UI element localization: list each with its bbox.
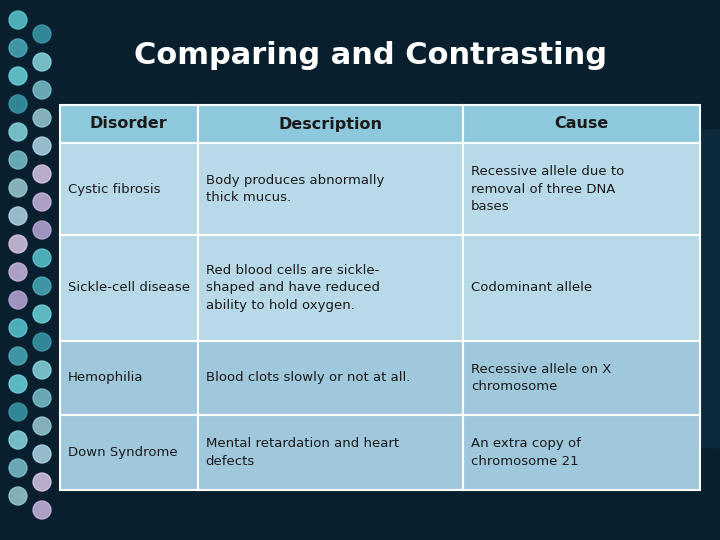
FancyBboxPatch shape	[463, 235, 700, 341]
Text: Recessive allele due to
removal of three DNA
bases: Recessive allele due to removal of three…	[471, 165, 624, 213]
FancyBboxPatch shape	[197, 341, 463, 415]
Circle shape	[9, 403, 27, 421]
FancyBboxPatch shape	[197, 105, 463, 143]
Text: Down Syndrome: Down Syndrome	[68, 446, 178, 459]
Text: Cystic fibrosis: Cystic fibrosis	[68, 183, 161, 195]
Text: Hemophilia: Hemophilia	[68, 372, 143, 384]
Circle shape	[33, 445, 51, 463]
Circle shape	[9, 487, 27, 505]
FancyBboxPatch shape	[463, 105, 700, 143]
FancyBboxPatch shape	[0, 490, 720, 540]
FancyBboxPatch shape	[463, 341, 700, 415]
Text: Description: Description	[279, 117, 382, 132]
Circle shape	[33, 501, 51, 519]
Circle shape	[9, 459, 27, 477]
Circle shape	[9, 319, 27, 337]
Text: An extra copy of
chromosome 21: An extra copy of chromosome 21	[471, 437, 581, 468]
Text: Body produces abnormally
thick mucus.: Body produces abnormally thick mucus.	[206, 174, 384, 204]
Text: Red blood cells are sickle-
shaped and have reduced
ability to hold oxygen.: Red blood cells are sickle- shaped and h…	[206, 264, 379, 312]
Text: Cause: Cause	[554, 117, 608, 132]
Text: Recessive allele on X
chromosome: Recessive allele on X chromosome	[471, 363, 611, 393]
Circle shape	[33, 277, 51, 295]
FancyBboxPatch shape	[0, 0, 62, 540]
FancyBboxPatch shape	[0, 0, 720, 95]
FancyBboxPatch shape	[463, 143, 700, 235]
FancyBboxPatch shape	[60, 415, 197, 490]
FancyBboxPatch shape	[60, 235, 197, 341]
FancyBboxPatch shape	[60, 143, 197, 235]
Circle shape	[9, 291, 27, 309]
Circle shape	[9, 11, 27, 29]
Circle shape	[33, 417, 51, 435]
Circle shape	[9, 207, 27, 225]
FancyBboxPatch shape	[463, 415, 700, 490]
Circle shape	[33, 305, 51, 323]
Text: Sickle-cell disease: Sickle-cell disease	[68, 281, 190, 294]
Circle shape	[9, 151, 27, 169]
Circle shape	[33, 53, 51, 71]
Circle shape	[9, 347, 27, 365]
Circle shape	[33, 109, 51, 127]
Circle shape	[33, 473, 51, 491]
FancyBboxPatch shape	[60, 105, 197, 143]
Circle shape	[9, 95, 27, 113]
Circle shape	[9, 179, 27, 197]
Circle shape	[9, 375, 27, 393]
Circle shape	[9, 123, 27, 141]
Text: Comparing and Contrasting: Comparing and Contrasting	[133, 40, 606, 70]
Circle shape	[9, 235, 27, 253]
Ellipse shape	[0, 55, 720, 135]
FancyBboxPatch shape	[197, 235, 463, 341]
Text: Blood clots slowly or not at all.: Blood clots slowly or not at all.	[206, 372, 410, 384]
Circle shape	[9, 67, 27, 85]
Text: Mental retardation and heart
defects: Mental retardation and heart defects	[206, 437, 399, 468]
Circle shape	[33, 137, 51, 155]
Text: Disorder: Disorder	[90, 117, 168, 132]
Circle shape	[33, 221, 51, 239]
Circle shape	[33, 389, 51, 407]
FancyBboxPatch shape	[197, 415, 463, 490]
Circle shape	[33, 165, 51, 183]
Circle shape	[33, 81, 51, 99]
Circle shape	[33, 333, 51, 351]
Circle shape	[9, 263, 27, 281]
Circle shape	[33, 25, 51, 43]
Text: Codominant allele: Codominant allele	[471, 281, 593, 294]
FancyBboxPatch shape	[197, 143, 463, 235]
Circle shape	[33, 249, 51, 267]
Circle shape	[33, 361, 51, 379]
Circle shape	[33, 193, 51, 211]
Circle shape	[9, 431, 27, 449]
Circle shape	[9, 39, 27, 57]
FancyBboxPatch shape	[60, 341, 197, 415]
Ellipse shape	[0, 440, 720, 540]
